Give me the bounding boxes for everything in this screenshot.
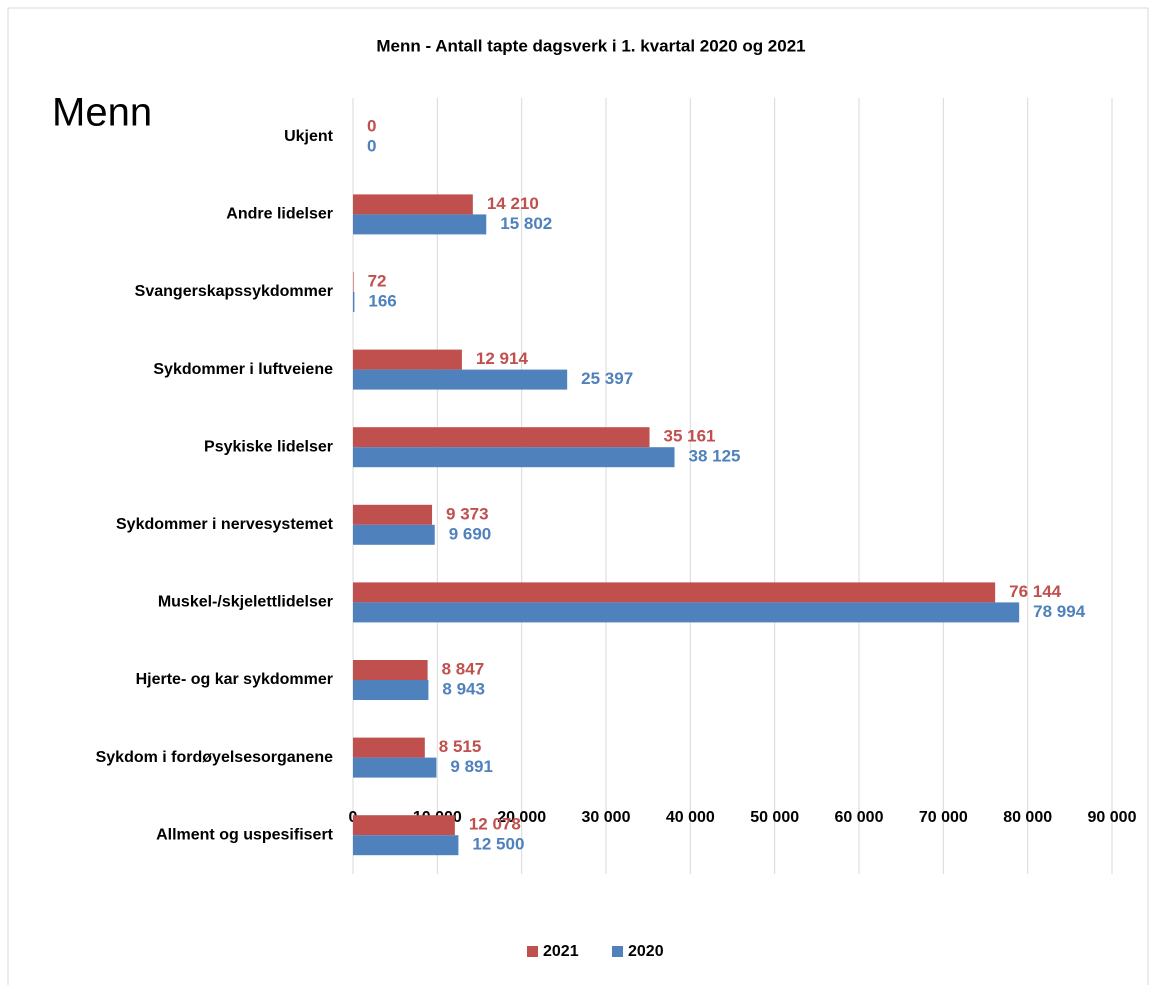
value-label: 76 144 xyxy=(1009,582,1062,601)
x-tick-label: 70 000 xyxy=(919,809,968,826)
y-tick-label: Andre lidelser xyxy=(226,206,333,223)
y-tick-label: Muskel-/skjelettlidelser xyxy=(158,594,333,611)
value-label: 9 891 xyxy=(450,757,493,776)
x-tick-label: 20 000 xyxy=(497,809,546,826)
x-tick-label: 40 000 xyxy=(666,809,715,826)
bar xyxy=(353,737,425,758)
value-label: 12 500 xyxy=(472,835,524,854)
y-tick-label: Hjerte- og kar sykdommer xyxy=(136,671,333,688)
y-tick-label: Sykdom i fordøyelsesorganene xyxy=(96,749,334,766)
value-label: 8 847 xyxy=(442,659,485,678)
y-tick-label: Ukjent xyxy=(284,128,334,145)
bar xyxy=(353,660,428,680)
x-tick-label: 50 000 xyxy=(750,809,799,826)
y-tick-label: Psykiske lidelser xyxy=(204,438,333,455)
bar xyxy=(353,349,462,370)
value-label: 72 xyxy=(368,271,387,290)
value-label: 38 125 xyxy=(689,447,741,466)
bar xyxy=(353,214,487,235)
legend-label: 2021 xyxy=(543,943,579,960)
value-label: 25 397 xyxy=(581,369,633,388)
annotation: Menn xyxy=(52,91,152,135)
chart-frame xyxy=(7,7,1149,985)
value-label: 166 xyxy=(368,291,396,310)
bar xyxy=(353,582,996,603)
bar xyxy=(353,680,429,700)
x-tick-label: 90 000 xyxy=(1088,809,1137,826)
bar xyxy=(353,272,354,292)
bar xyxy=(353,815,455,836)
value-label: 78 994 xyxy=(1033,602,1086,621)
value-label: 9 690 xyxy=(449,524,492,543)
bar xyxy=(353,504,433,525)
value-label: 12 914 xyxy=(476,349,529,368)
bar xyxy=(353,447,675,468)
bar xyxy=(353,194,473,215)
value-label: 35 161 xyxy=(664,427,716,446)
bar xyxy=(353,524,435,545)
bar xyxy=(353,427,650,448)
x-tick-label: 80 000 xyxy=(1003,809,1052,826)
bar xyxy=(353,369,568,390)
bar xyxy=(353,835,459,856)
y-tick-label: Svangerskapssykdommer xyxy=(135,283,333,300)
value-label: 9 373 xyxy=(446,504,489,523)
x-tick-label: 60 000 xyxy=(835,809,884,826)
bar xyxy=(353,602,1020,623)
value-label: 0 xyxy=(367,116,376,135)
bar xyxy=(353,292,355,312)
value-label: 15 802 xyxy=(500,214,552,233)
bar xyxy=(353,757,437,778)
chart-title: Menn - Antall tapte dagsverk i 1. kvarta… xyxy=(376,36,805,55)
value-label: 0 xyxy=(367,136,376,155)
y-tick-label: Sykdommer i luftveiene xyxy=(153,361,333,378)
x-tick-label: 30 000 xyxy=(582,809,631,826)
legend-swatch xyxy=(612,946,623,957)
value-label: 8 515 xyxy=(439,737,482,756)
value-label: 12 078 xyxy=(469,815,521,834)
legend-label: 2020 xyxy=(628,943,664,960)
y-tick-label: Sykdommer i nervesystemet xyxy=(116,516,334,533)
legend-swatch xyxy=(527,946,538,957)
y-tick-label: Allment og uspesifisert xyxy=(156,826,334,843)
value-label: 8 943 xyxy=(442,679,485,698)
value-label: 14 210 xyxy=(487,194,539,213)
